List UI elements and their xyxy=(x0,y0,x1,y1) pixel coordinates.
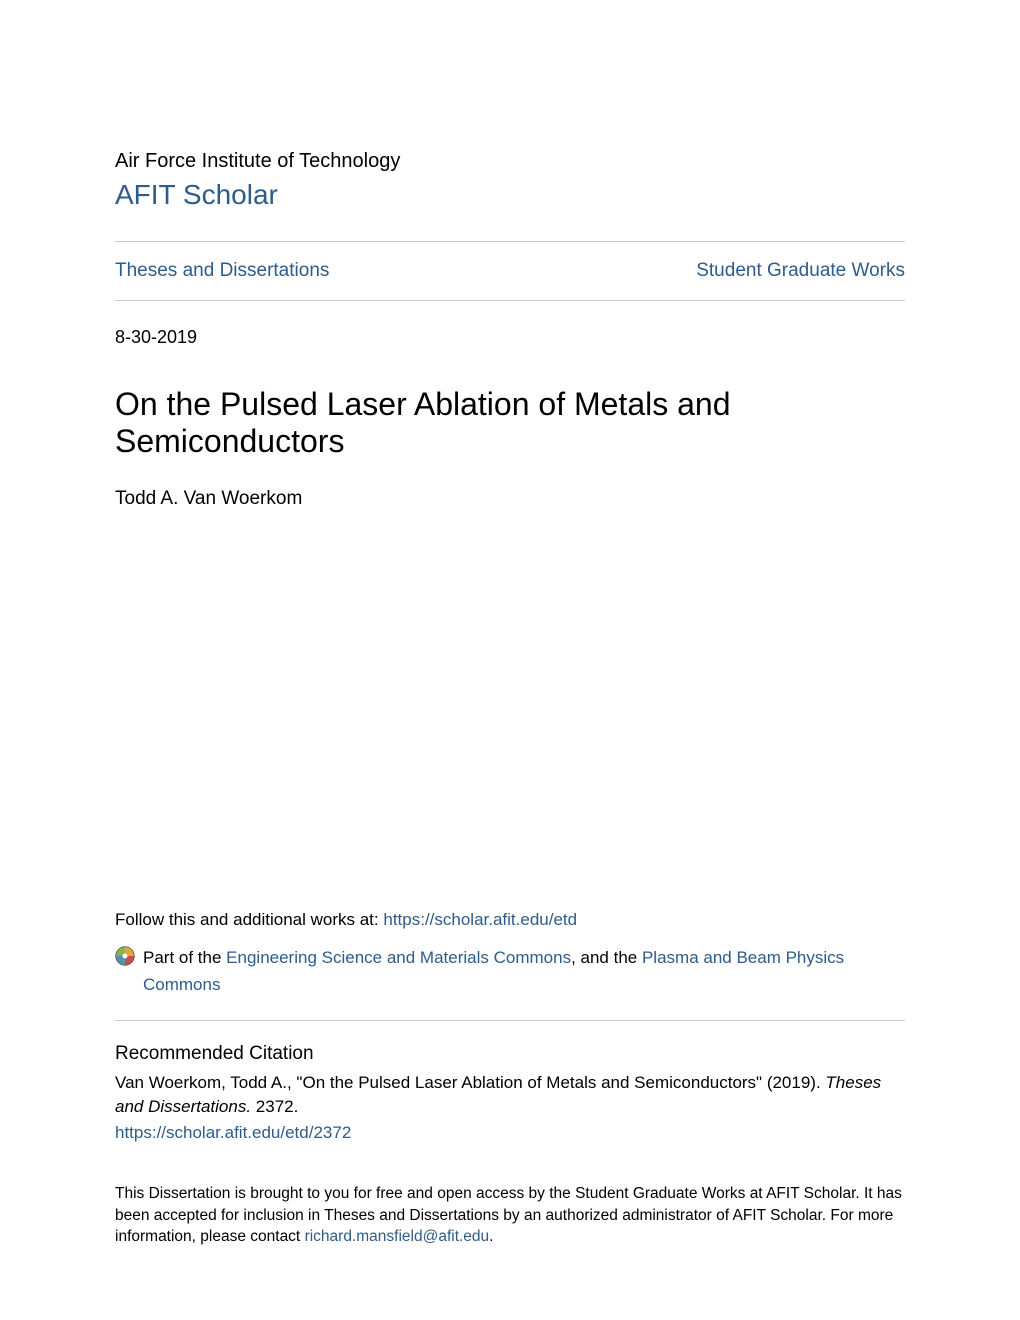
scholar-link[interactable]: AFIT Scholar xyxy=(115,179,905,211)
disclaimer-body: This Dissertation is brought to you for … xyxy=(115,1185,902,1245)
disclaimer-suffix: . xyxy=(489,1228,493,1245)
partof-mid: , and the xyxy=(571,948,642,967)
disclaimer-text: This Dissertation is brought to you for … xyxy=(115,1183,905,1248)
commons-link-1[interactable]: Engineering Science and Materials Common… xyxy=(226,948,571,967)
nav-left-link[interactable]: Theses and Dissertations xyxy=(115,260,329,282)
institution-name: Air Force Institute of Technology xyxy=(115,150,905,173)
citation-header: Recommended Citation xyxy=(115,1043,905,1065)
citation-prefix: Van Woerkom, Todd A., "On the Pulsed Las… xyxy=(115,1073,825,1092)
divider-nav xyxy=(115,300,905,301)
contact-email-link[interactable]: richard.mansfield@afit.edu xyxy=(305,1228,490,1245)
citation-text: Van Woerkom, Todd A., "On the Pulsed Las… xyxy=(115,1071,905,1119)
nav-right-link[interactable]: Student Graduate Works xyxy=(696,260,905,282)
part-of-row: Part of the Engineering Science and Mate… xyxy=(115,944,905,998)
paper-title: On the Pulsed Laser Ablation of Metals a… xyxy=(115,386,905,460)
partof-prefix: Part of the xyxy=(143,948,226,967)
author-name: Todd A. Van Woerkom xyxy=(115,488,905,510)
divider-citation xyxy=(115,1020,905,1021)
citation-number: 2372. xyxy=(251,1097,298,1116)
follow-text: Follow this and additional works at: htt… xyxy=(115,910,905,930)
part-of-text: Part of the Engineering Science and Mate… xyxy=(143,944,905,998)
follow-prefix: Follow this and additional works at: xyxy=(115,910,383,929)
nav-row: Theses and Dissertations Student Graduat… xyxy=(115,242,905,300)
follow-url-link[interactable]: https://scholar.afit.edu/etd xyxy=(383,910,577,929)
network-icon xyxy=(115,946,135,966)
publication-date: 8-30-2019 xyxy=(115,327,905,348)
citation-url-link[interactable]: https://scholar.afit.edu/etd/2372 xyxy=(115,1123,905,1143)
